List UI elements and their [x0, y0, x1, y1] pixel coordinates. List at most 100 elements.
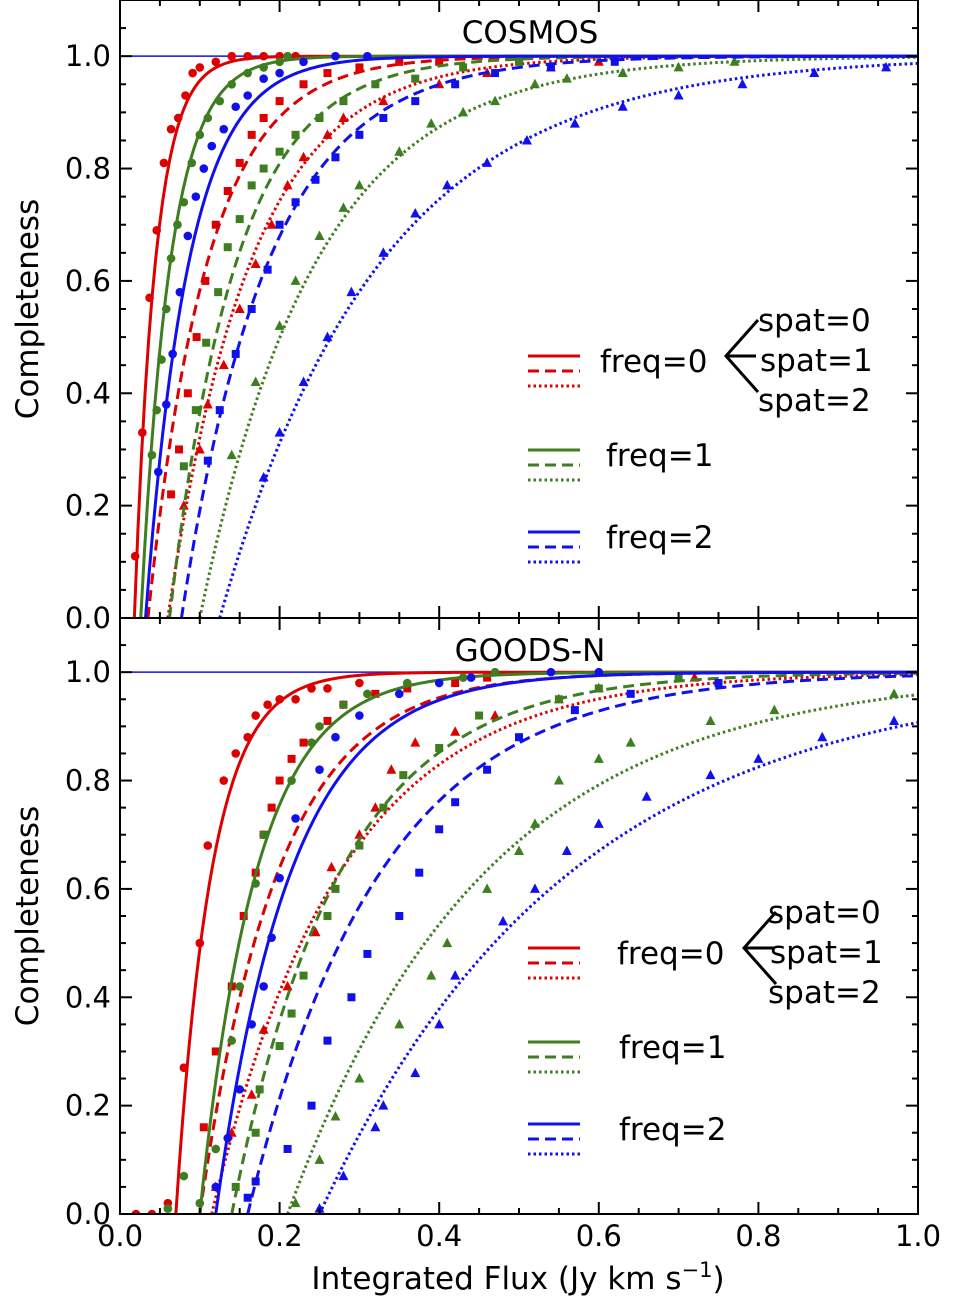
- data-point-freq0-spat1: [223, 187, 232, 196]
- data-point-freq0-spat2: [326, 861, 337, 872]
- data-point-freq0-spat1: [287, 754, 296, 763]
- fit-curve-freq2-spat2: [318, 720, 918, 1214]
- legend: freq=0 freq=1 freq=2 spat=0 spat=1 spat=2: [528, 303, 873, 564]
- data-point-freq1-spat2: [226, 449, 237, 460]
- data-point-freq1-spat2: [290, 275, 301, 285]
- legend-label-freq1: freq=1: [619, 1030, 726, 1066]
- data-point-freq2-spat2: [338, 1170, 349, 1181]
- data-point-freq1-spat2: [394, 1018, 405, 1029]
- y-tick-label: 0.4: [65, 980, 111, 1014]
- data-point-freq2-spat0: [223, 1133, 233, 1143]
- y-tick-label: 0.8: [65, 764, 111, 798]
- data-point-freq1-spat1: [323, 912, 332, 920]
- data-point-freq2-spat2: [809, 67, 820, 78]
- fit-curve-freq2-spat1: [246, 674, 918, 1214]
- data-point-freq1-spat1: [554, 695, 563, 704]
- data-point-freq0-spat1: [259, 113, 268, 122]
- data-point-freq0-spat0: [227, 51, 237, 61]
- data-point-freq1-spat2: [394, 146, 405, 156]
- data-point-freq1-spat2: [274, 320, 285, 330]
- chart-title: GOODS-N: [455, 633, 606, 669]
- data-point-freq1-spat2: [673, 61, 684, 72]
- data-point-freq2-spat0: [363, 51, 372, 61]
- data-point-freq0-spat1: [435, 57, 444, 66]
- data-point-freq1-spat1: [371, 80, 380, 89]
- data-point-freq2-spat0: [546, 667, 556, 677]
- data-point-freq1-spat1: [247, 181, 256, 190]
- data-point-freq1-spat2: [617, 67, 628, 78]
- data-point-freq0-spat1: [451, 679, 460, 688]
- x-tick-label: 0.0: [97, 1219, 143, 1253]
- data-point-freq2-spat2: [482, 157, 493, 167]
- data-point-freq2-spat1: [331, 153, 340, 162]
- data-point-freq1-spat0: [173, 220, 182, 230]
- data-point-freq0-spat2: [370, 802, 381, 812]
- data-point-freq1-spat1: [214, 288, 223, 297]
- data-point-freq2-spat1: [275, 220, 284, 229]
- data-point-freq2-spat0: [259, 982, 268, 991]
- data-point-freq2-spat1: [515, 733, 523, 742]
- data-point-freq1-spat0: [251, 879, 260, 888]
- data-point-freq1-spat1: [251, 1128, 260, 1137]
- data-point-freq2-spat0: [175, 287, 185, 297]
- data-point-freq1-spat0: [152, 405, 162, 415]
- data-point-freq2-spat0: [275, 68, 284, 78]
- data-point-freq2-spat2: [410, 207, 421, 218]
- data-point-freq0-spat2: [490, 710, 501, 720]
- data-point-freq0-spat0: [130, 551, 140, 561]
- data-point-freq1-spat0: [307, 738, 316, 747]
- data-point-freq1-spat1: [223, 243, 232, 252]
- data-point-freq0-spat2: [234, 303, 245, 313]
- data-point-freq1-spat0: [179, 1171, 189, 1181]
- data-point-freq1-spat2: [250, 376, 261, 387]
- data-point-freq1-spat2: [490, 95, 501, 106]
- data-point-freq1-spat1: [291, 130, 300, 139]
- legend-label-freq2: freq=2: [606, 520, 713, 556]
- data-point-freq0-spat1: [275, 97, 284, 106]
- data-point-freq1-spat1: [235, 215, 244, 224]
- data-point-freq0-spat0: [131, 1209, 141, 1214]
- data-point-freq0-spat0: [275, 694, 284, 704]
- data-point-freq2-spat2: [442, 179, 453, 190]
- data-point-freq2-spat2: [753, 753, 764, 763]
- data-point-freq1-spat1: [379, 803, 388, 812]
- data-point-freq1-spat1: [399, 771, 408, 780]
- legend-label-spat0: spat=0: [758, 303, 871, 339]
- data-point-freq2-spat1: [203, 456, 212, 465]
- fit-curve-freq2-spat0: [214, 670, 918, 1214]
- data-point-freq0-spat0: [173, 113, 183, 123]
- data-point-freq2-spat1: [347, 993, 356, 1002]
- data-point-freq2-spat0: [191, 192, 201, 201]
- data-point-freq2-spat0: [315, 765, 324, 775]
- data-point-freq2-spat1: [483, 765, 492, 774]
- data-point-freq1-spat0: [275, 57, 284, 67]
- data-point-freq2-spat2: [314, 1203, 325, 1213]
- data-point-freq2-spat2: [322, 331, 333, 342]
- data-point-freq1-spat1: [275, 147, 284, 156]
- data-point-freq2-spat2: [450, 970, 461, 980]
- data-point-freq0-spat0: [251, 711, 260, 720]
- data-point-freq1-spat1: [594, 684, 603, 693]
- x-tick-label: 0.4: [416, 1219, 462, 1253]
- data-point-freq1-spat0: [195, 1198, 205, 1208]
- y-axis-label: Completeness: [10, 806, 46, 1026]
- data-point-freq0-spat1: [395, 57, 404, 66]
- data-point-freq0-spat1: [247, 130, 256, 139]
- data-point-freq1-spat1: [191, 406, 200, 415]
- data-point-freq2-spat0: [207, 141, 217, 151]
- data-point-freq1-spat0: [215, 96, 225, 106]
- data-point-freq1-spat0: [339, 700, 348, 709]
- y-tick-label: 0.0: [65, 601, 111, 635]
- data-point-freq0-spat1: [275, 776, 284, 785]
- data-point-freq2-spat2: [737, 78, 748, 89]
- data-point-freq2-spat2: [889, 715, 900, 725]
- data-point-freq1-spat1: [287, 1009, 296, 1018]
- data-point-freq2-spat1: [243, 1193, 252, 1202]
- data-point-freq1-spat2: [458, 106, 469, 117]
- data-point-freq0-spat0: [188, 68, 197, 78]
- data-point-freq2-spat1: [263, 265, 272, 274]
- data-point-freq2-spat1: [714, 679, 723, 688]
- data-point-freq2-spat2: [561, 845, 572, 855]
- data-point-freq0-spat1: [167, 490, 176, 499]
- data-point-freq1-spat0: [227, 79, 237, 89]
